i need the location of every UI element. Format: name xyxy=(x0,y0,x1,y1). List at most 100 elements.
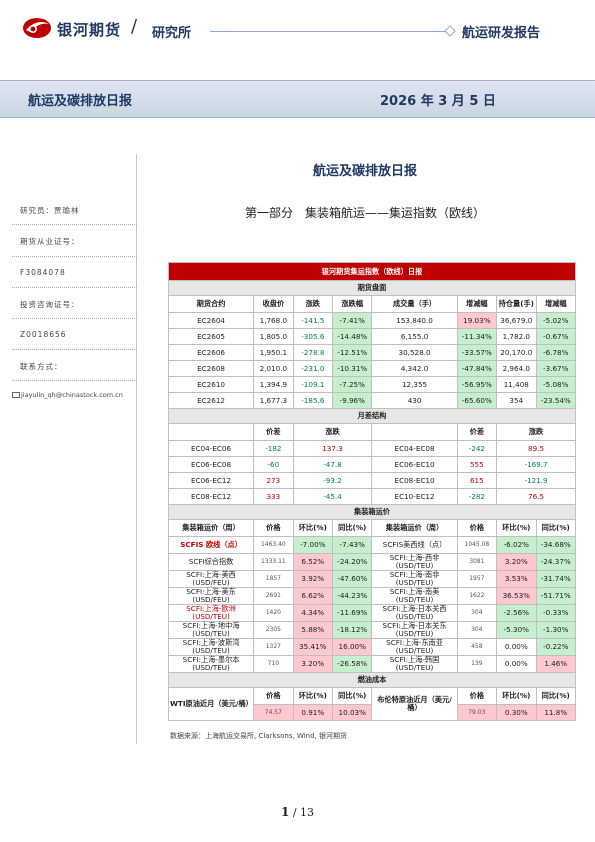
spread-header-row: 价差 涨跌 价差 涨跌 xyxy=(167,423,576,441)
freight-row: SCFI:上海-墨尔本 (USD/TEU) 710 3.20% -26.58% SCFI… xyxy=(167,655,577,673)
freight-row: SCFI:上海-美东 (USD/FEU) 2691 6.62% -44.23% SCFI… xyxy=(167,587,577,605)
table-cell: -18.12% xyxy=(332,621,373,639)
table-cell: 458 xyxy=(456,638,498,656)
sidebar-divider xyxy=(136,154,137,744)
column-header xyxy=(167,423,255,441)
table-cell: -5.02% xyxy=(535,312,577,329)
table-cell: -24.37% xyxy=(535,553,577,571)
table-cell: SCFI:上海-欧洲 (USD/TEU) xyxy=(167,604,255,622)
table-cell: -305.6 xyxy=(292,328,334,345)
futures-header-row: 期货合约 收盘价 涨跌 涨跌幅 成交量（手） 增减幅 持仓量(手) 增减幅 xyxy=(167,295,577,313)
table-cell: -0.22% xyxy=(535,638,577,656)
table-cell: EC06-EC10 xyxy=(371,456,458,473)
galaxy-logo-icon xyxy=(23,18,51,38)
table-cell: 354 xyxy=(496,392,537,409)
report-date: 2026 年 3 月 5 日 xyxy=(380,94,496,109)
table-cell: -44.23% xyxy=(332,587,373,605)
table-cell: 2305 xyxy=(253,621,294,639)
table-cell: -109.1 xyxy=(292,376,334,393)
table-cell: 3081 xyxy=(456,553,498,571)
freight-header-row: 集装箱运价（周） 价格 环比(%) 同比(%) 集装箱运价（周） 价格 环比(%) 同比(%) xyxy=(167,519,577,537)
table-cell: 36,679.0 xyxy=(496,312,537,329)
diamond-icon xyxy=(444,25,456,37)
table-cell: 5.88% xyxy=(292,621,334,639)
futures-row: EC2604 1,768.0 -141.5 -7.41% 153,840.0 19.03%… xyxy=(167,312,577,329)
table-cell: SCFI:上海-日本关东 (USD/TEU) xyxy=(371,621,458,639)
table-cell: 3.20% xyxy=(292,655,334,673)
title-band xyxy=(0,80,595,118)
table-cell: EC2612 xyxy=(167,392,255,409)
column-header: 集装箱运价（周） xyxy=(167,519,255,537)
table-cell: 79.03 xyxy=(456,704,498,721)
fuel-header-row: WTI原油近月（美元/桶） 价格 环比(%) 同比(%) 布伦特原油近月（美元/桶） 价格… xyxy=(167,687,577,721)
table-cell: EC04-EC08 xyxy=(371,440,458,457)
column-header: 涨跌幅 xyxy=(332,295,373,313)
column-header: 价格 xyxy=(253,519,294,537)
spread-row: EC06-EC12 273 -93.2 EC08-EC10 615 -121.9 xyxy=(167,472,576,489)
table-cell: 1463.40 xyxy=(253,536,294,554)
table-cell: -7.41% xyxy=(332,312,373,329)
column-header: 环比(%) xyxy=(292,519,334,537)
table-cell: EC06-EC08 xyxy=(167,456,255,473)
table-cell: 10.03% xyxy=(332,704,373,721)
column-header: 价格 xyxy=(253,687,294,705)
column-header: 同比(%) xyxy=(332,687,373,705)
column-header: 涨跌 xyxy=(292,295,334,313)
table-cell: -6.78% xyxy=(535,344,577,361)
column-header: 同比(%) xyxy=(535,687,577,705)
column-header: 环比(%) xyxy=(496,687,537,705)
data-source: 数据来源：上海航运交易所, Clarksons, Wind, 银河期货 xyxy=(170,732,348,740)
table-cell: -121.9 xyxy=(496,472,576,489)
email-line[interactable]: jiayulin_qh@chinastock.com.cn xyxy=(12,391,123,399)
table-cell: EC2605 xyxy=(167,328,255,345)
table-cell: SCFI:上海-日本关西 (USD/TEU) xyxy=(371,604,458,622)
table-cell: SCFI:上海-波斯湾 (USD/TEU) xyxy=(167,638,255,656)
sidebar-dotted-rule xyxy=(12,256,137,257)
table-cell: 76.5 xyxy=(496,488,576,505)
table-cell: 1857 xyxy=(253,570,294,588)
table-cell: 1,782.0 xyxy=(496,328,537,345)
page-header: 银河期货 / 研究所 航运研发报告 xyxy=(0,0,595,60)
table-cell: 137.3 xyxy=(292,440,373,457)
table-cell: 1622 xyxy=(456,587,498,605)
section-futures: 期货盘面 xyxy=(168,280,576,296)
table-cell: 2691 xyxy=(253,587,294,605)
column-header: 价差 xyxy=(253,423,294,441)
sidebar-dotted-rule xyxy=(12,318,137,319)
table-cell: SCFI:上海-墨尔本 (USD/TEU) xyxy=(167,655,255,673)
consult-label: 投资咨询证号： xyxy=(20,300,80,309)
table-cell: -24.20% xyxy=(332,553,373,571)
table-cell: 304 xyxy=(456,604,498,622)
table-cell: 430 xyxy=(371,392,458,409)
table-cell: -33.57% xyxy=(456,344,498,361)
futures-row: EC2605 1,805.0 -305.6 -14.48% 6,155.0 -11.34%… xyxy=(167,328,577,345)
column-header: 价差 xyxy=(456,423,498,441)
sidebar-dotted-rule xyxy=(12,224,137,225)
table-cell: 6.62% xyxy=(292,587,334,605)
table-cell: 304 xyxy=(456,621,498,639)
table-cell: 1327 xyxy=(253,638,294,656)
table-cell: 74.57 xyxy=(253,704,294,721)
table-cell: -47.84% xyxy=(456,360,498,377)
column-header: 收盘价 xyxy=(253,295,294,313)
table-cell: -47.60% xyxy=(332,570,373,588)
table-cell: -3.67% xyxy=(535,360,577,377)
spread-row: EC06-EC08 -60 -47.8 EC06-EC10 555 -169.7 xyxy=(167,456,576,473)
table-cell: -0.67% xyxy=(535,328,577,345)
table-cell: 1420 xyxy=(253,604,294,622)
column-header: 增减幅 xyxy=(456,295,498,313)
table-cell: -9.96% xyxy=(332,392,373,409)
section-row: 月差结构 xyxy=(168,408,576,424)
freight-row: SCFIS 欧线（点） 1463.40 -7.00% -7.43% SCFIS美西线（点… xyxy=(167,536,577,554)
sidebar-dotted-rule xyxy=(12,287,137,288)
freight-row: SCFI:上海-美西 (USD/FEU) 1857 3.92% -47.60% SCFI… xyxy=(167,570,577,588)
table-cell: 3.53% xyxy=(496,570,537,588)
sidebar-dotted-rule xyxy=(12,349,137,350)
spread-row: EC08-EC12 333 -45.4 EC10-EC12 -282 76.5 xyxy=(167,488,576,505)
table-cell: EC2606 xyxy=(167,344,255,361)
page-total: 13 xyxy=(300,806,315,819)
freight-row: SCFI综合指数 1333.11 6.52% -24.20% SCFI:上海-西非 (U… xyxy=(167,553,577,571)
table-cell: -141.5 xyxy=(292,312,334,329)
table-cell: EC04-EC06 xyxy=(167,440,255,457)
email-address[interactable]: jiayulin_qh@chinastock.com.cn xyxy=(21,391,123,399)
